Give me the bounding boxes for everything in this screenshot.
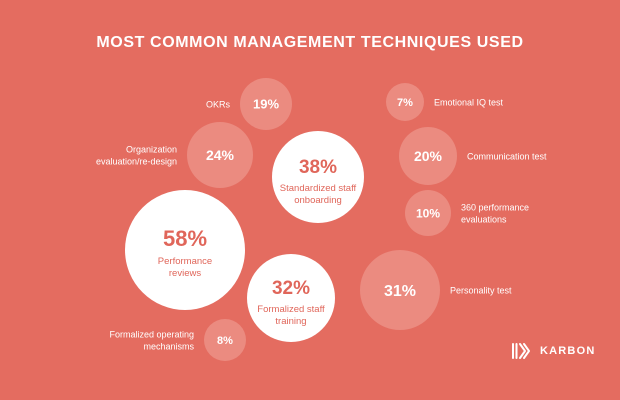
bubble-circle [240, 78, 292, 130]
bubble-360-performance-evaluations: 10% 360 performance evaluations [405, 190, 529, 236]
bubble-formalized-staff-training: 32% Formalized staff training [247, 254, 335, 342]
bubble-value: 10% [416, 206, 440, 220]
brand-name: KARBON [540, 345, 596, 357]
bubble-formalized-operating-mechanisms: 8% Formalized operating mechanisms [109, 319, 246, 361]
bubble-performance-reviews: 58% Performance reviews [125, 190, 245, 310]
bubble-label: Formalized staff training [257, 304, 325, 327]
karbon-logo-icon [512, 343, 530, 359]
brand-logo: KARBON [510, 340, 595, 362]
bubble-circle [204, 319, 246, 361]
bubble-value: 38% [299, 157, 337, 178]
bubble-value: 7% [397, 97, 413, 109]
bubble-value: 19% [253, 97, 279, 112]
bubble-label: Communication test [467, 152, 547, 162]
bubble-value: 58% [163, 226, 207, 251]
bubble-label: 360 performance evaluations [461, 203, 529, 225]
bubble-circle [247, 254, 335, 342]
bubble-label: Organization evaluation/re-design [96, 145, 177, 167]
bubble-value: 24% [206, 147, 235, 163]
bubble-circle [272, 131, 364, 223]
chart-title: MOST COMMON MANAGEMENT TECHNIQUES USED [96, 34, 524, 51]
bubble-standardized-staff-onboarding: 38% Standardized staff onboarding [272, 131, 364, 223]
bubble-label: Formalized operating mechanisms [109, 330, 194, 352]
bubble-value: 8% [217, 335, 233, 347]
bubble-circle [125, 190, 245, 310]
bubble-organization-evaluation-re-design: 24% Organization evaluation/re-design [96, 122, 253, 188]
bubble-value: 32% [272, 278, 310, 299]
bubble-okrs: 19% OKRs [206, 78, 292, 130]
bubble-value: 31% [384, 283, 416, 300]
bubble-label: Performance reviews [158, 256, 212, 279]
bubble-personality-test: 31% Personality test [360, 250, 512, 330]
bubble-circle [360, 250, 440, 330]
bubble-circle [386, 83, 424, 121]
bubble-label: Standardized staff onboarding [280, 183, 357, 206]
bubble-label: Personality test [450, 286, 512, 296]
bubble-emotional-iq-test: 7% Emotional IQ test [386, 83, 504, 121]
bubble-circle [399, 127, 457, 185]
bubble-label: OKRs [206, 100, 231, 110]
bubble-circle [187, 122, 253, 188]
bubble-communication-test: 20% Communication test [399, 127, 547, 185]
bubble-label: Emotional IQ test [434, 98, 504, 108]
bubble-value: 20% [414, 148, 443, 164]
bubble-circle [405, 190, 451, 236]
